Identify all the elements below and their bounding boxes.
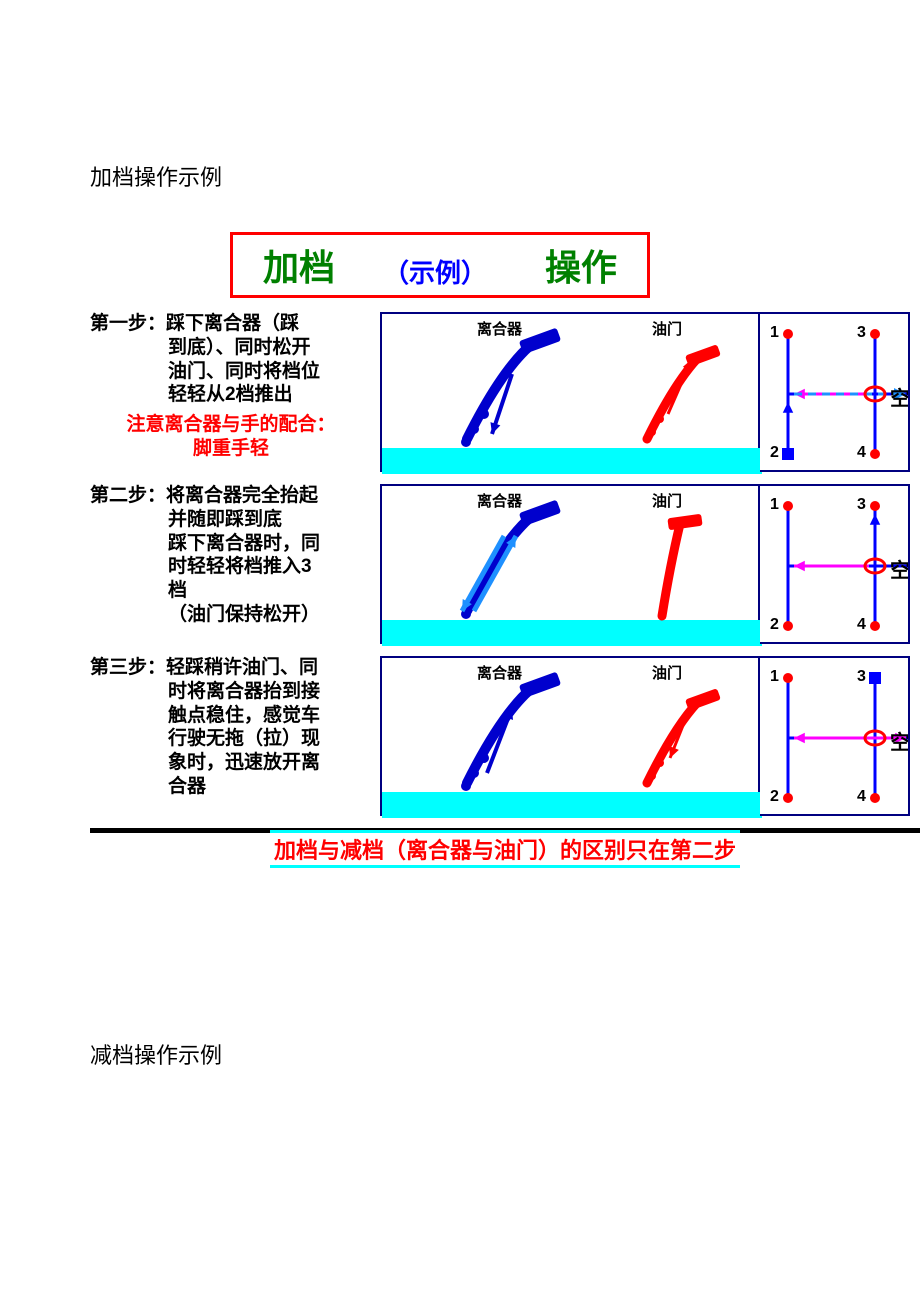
pedal-diagram: 离合器油门 [380,484,760,644]
gear-diagram: 1234空 [760,312,910,472]
title-part2: （示例） [383,259,487,288]
heading-downshift: 减档操作示例 [90,1038,920,1070]
heading-upshift: 加档操作示例 [90,160,920,192]
title-part3: 操作 [545,248,617,288]
gear-diagram: 1234空 [760,656,910,816]
title-box: 加档 （示例） 操作 [230,232,650,298]
pedal-diagram: 离合器油门 [380,656,760,816]
footer-text: 加档与减档（离合器与油门）的区别只在第二步 [270,830,740,868]
step-text: 第二步：将离合器完全抬起并随即踩到底踩下离合器时，同时轻轻将档推入3档（油门保持… [90,484,380,627]
footer: 加档与减档（离合器与油门）的区别只在第二步 [90,828,920,868]
step-row: 第二步：将离合器完全抬起并随即踩到底踩下离合器时，同时轻轻将档推入3档（油门保持… [90,484,920,644]
title-part1: 加档 [263,248,335,288]
step-row: 第三步：轻踩稍许油门、同时将离合器抬到接触点稳住，感觉车行驶无拖（拉）现象时，迅… [90,656,920,816]
step-row: 第一步：踩下离合器（踩到底）、同时松开油门、同时将档位轻轻从2档推出注意离合器与… [90,312,920,472]
step-note: 注意离合器与手的配合：脚重手轻 [90,413,372,461]
pedal-diagram: 离合器油门 [380,312,760,472]
step-text: 第三步：轻踩稍许油门、同时将离合器抬到接触点稳住，感觉车行驶无拖（拉）现象时，迅… [90,656,380,799]
step-text: 第一步：踩下离合器（踩到底）、同时松开油门、同时将档位轻轻从2档推出注意离合器与… [90,312,380,461]
gear-diagram: 1234空 [760,484,910,644]
